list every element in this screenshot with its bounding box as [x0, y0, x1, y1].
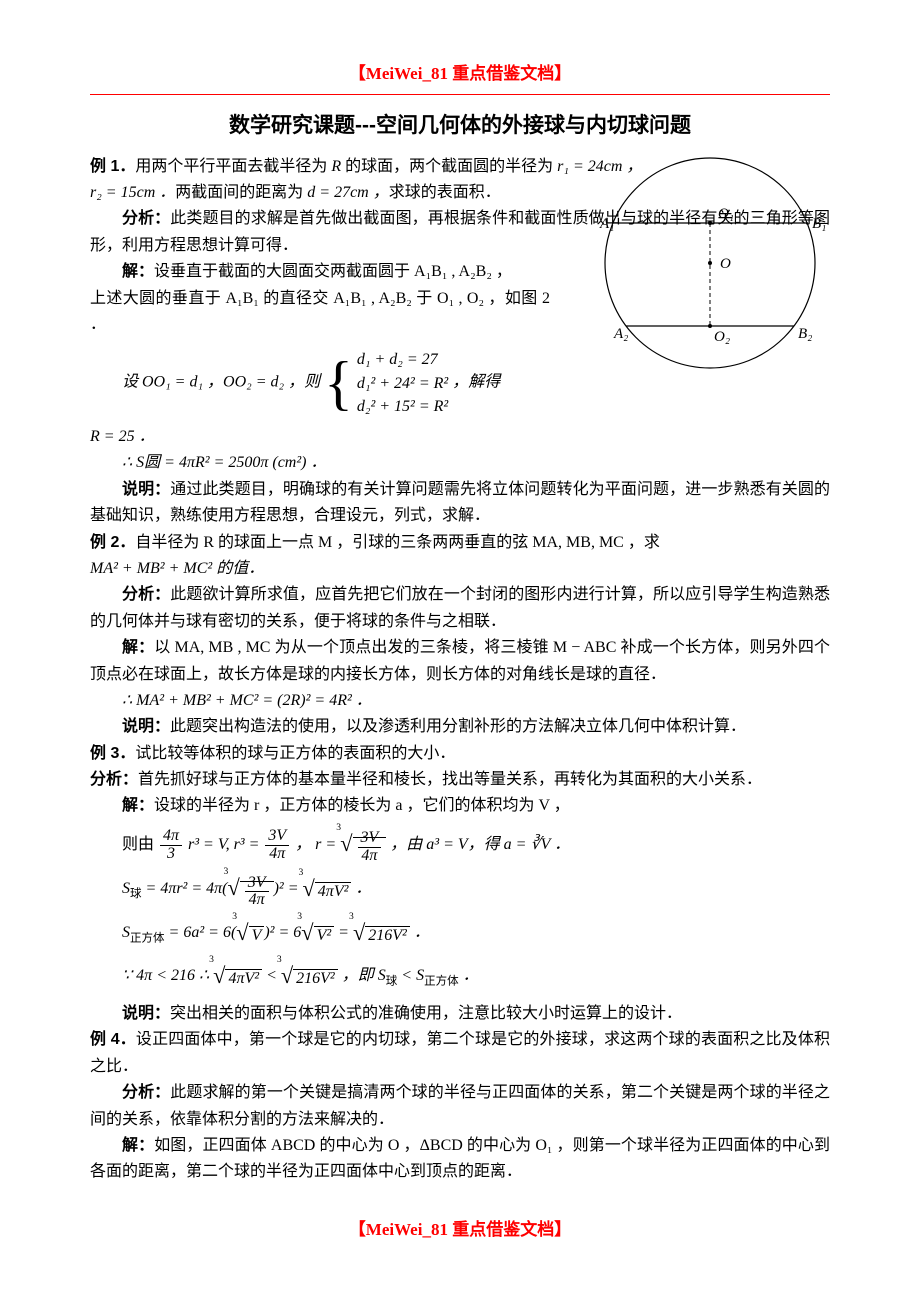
svg-text:B₁: B₁: [812, 216, 826, 232]
ex1-note: 说明：通过此类题目，明确球的有关计算问题需先将立体问题转化为平面问题，进一步熟悉…: [90, 477, 830, 530]
svg-text:B₂: B₂: [798, 326, 812, 342]
svg-text:O: O: [720, 256, 731, 272]
svg-text:A₁: A₁: [599, 216, 614, 232]
ex4-analyze: 分析：此题求解的第一个关键是搞清两个球的半径与正四面体的关系，第二个关键是两个球…: [90, 1080, 830, 1133]
ex2-intro: 例 2．自半径为 R 的球面上一点 M ，引球的三条两两垂直的弦 MA, MB,…: [90, 530, 830, 556]
svg-text:O₁: O₁: [718, 206, 734, 222]
ex3-analyze: 分析：首先抓好球与正方体的基本量半径和棱长，找出等量关系，再转化为其面积的大小关…: [90, 767, 830, 793]
circle-figure: A₁ B₁ A₂ B₂ O₁ O O₂: [570, 148, 850, 378]
ex2-note: 说明：此题突出构造法的使用，以及渗透利用分割补形的方法解决立体几何中体积计算．: [90, 714, 830, 740]
ex4-solve: 解：如图，正四面体 ABCD 的中心为 O ，ΔBCD 的中心为 O₁ ，则第一…: [90, 1133, 830, 1186]
ex3-line3: S正方体 = 6a² = 6(3√V)² = 63√V² = 3√216V² ．: [122, 915, 830, 952]
ex2-intro-b: MA² + MB² + MC² 的值．: [90, 556, 830, 582]
ex4-intro: 例 4．设正四面体中，第一个球是它的内切球，第二个球是它的外接球，求这两个球的表…: [90, 1027, 830, 1080]
ex3-solve-pre: 解：设球的半径为 r ，正方体的棱长为 a ，它们的体积均为 V ，: [90, 793, 830, 819]
ex3-line1: 则由 4π3 r³ = V, r³ = 3V4π ， r = 3√3V4π ，由…: [122, 826, 830, 865]
header-watermark: 【MeiWei_81 重点借鉴文档】: [90, 60, 830, 95]
example-1: 例 1．用两个平行平面去截半径为 R 的球面，两个截面圆的半径为 r₁ = 24…: [90, 154, 830, 418]
svg-text:O₂: O₂: [714, 329, 730, 345]
ex1-area: ∴ S圆 = 4πR² = 2500π (cm²) ．: [90, 450, 830, 476]
ex2-concl: ∴ MA² + MB² + MC² = (2R)² = 4R² ．: [90, 688, 830, 714]
ex2-solve: 解：以 MA, MB , MC 为从一个顶点出发的三条棱，将三棱锥 M − AB…: [90, 635, 830, 688]
ex3-line2: S球 = 4πr² = 4π(3√3V4π)² = 3√4πV² ．: [122, 870, 830, 909]
ex3-note: 说明：突出相关的面积与体积公式的准确使用，注意比较大小时运算上的设计．: [90, 1001, 830, 1027]
ex3-intro: 例 3．试比较等体积的球与正方体的表面积的大小．: [90, 741, 830, 767]
svg-text:A₂: A₂: [613, 326, 628, 342]
ex1-R: R = 25 ．: [90, 424, 830, 450]
ex2-analyze: 分析：此题欲计算所求值，应首先把它们放在一个封闭的图形内进行计算，所以应引导学生…: [90, 582, 830, 635]
footer-watermark: 【MeiWei_81 重点借鉴文档】: [90, 1216, 830, 1244]
doc-title: 数学研究课题---空间几何体的外接球与内切球问题: [90, 109, 830, 144]
ex3-line4: ∵ 4π < 216 ∴ 3√4πV² < 3√216V² ，即 S球 < S正…: [122, 958, 830, 995]
